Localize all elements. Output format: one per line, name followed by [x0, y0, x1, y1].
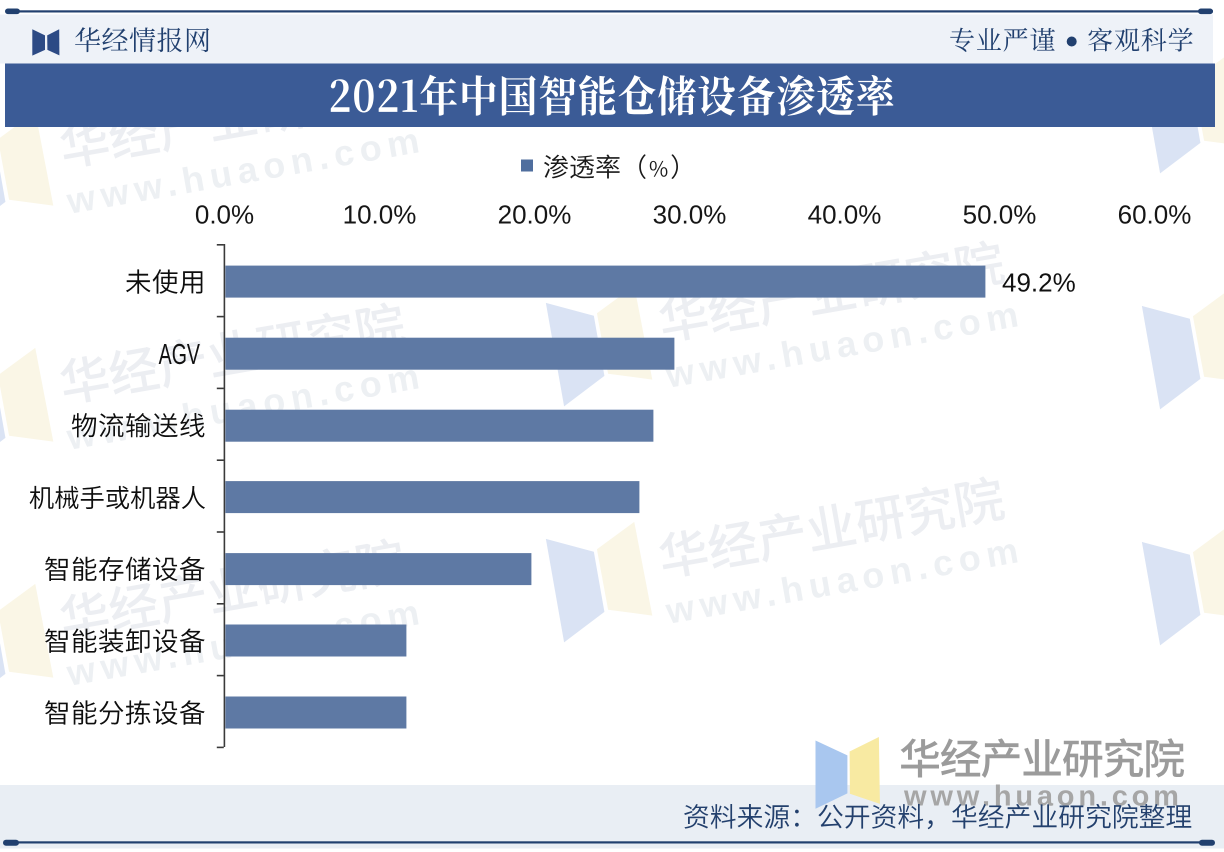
- svg-text:49.2%: 49.2%: [1002, 268, 1076, 298]
- svg-text:AGV: AGV: [159, 339, 201, 371]
- svg-text:0.0%: 0.0%: [195, 200, 254, 230]
- svg-text:10.0%: 10.0%: [343, 200, 417, 230]
- svg-text:www.huaon.com: www.huaon.com: [903, 781, 1183, 813]
- svg-text:60.0%: 60.0%: [1118, 200, 1192, 230]
- svg-text:30.0%: 30.0%: [653, 200, 727, 230]
- svg-text:20.0%: 20.0%: [498, 200, 572, 230]
- svg-text:50.0%: 50.0%: [963, 200, 1037, 230]
- svg-text:40.0%: 40.0%: [808, 200, 882, 230]
